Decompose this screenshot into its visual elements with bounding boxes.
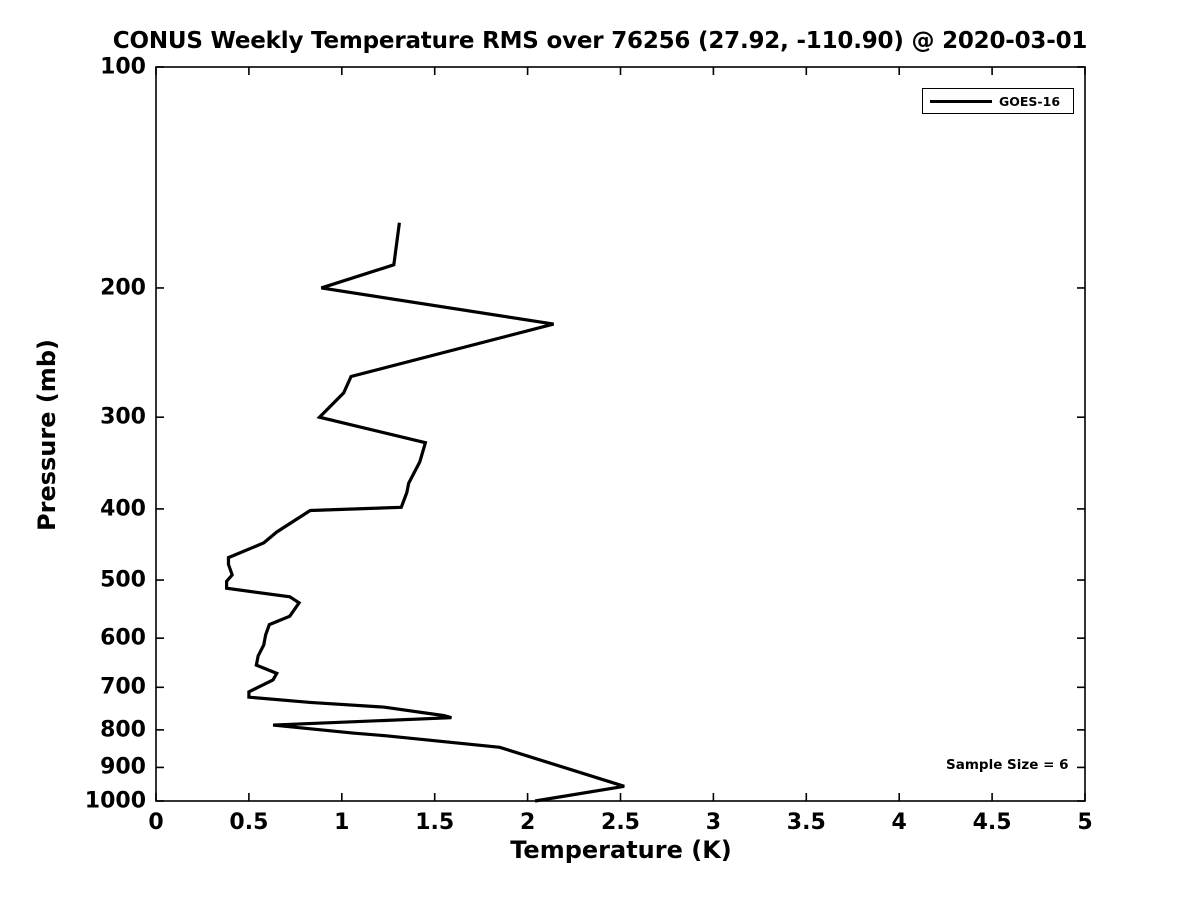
y-tick-label: 400 <box>100 496 146 522</box>
chart-legend: GOES-16 <box>922 88 1074 114</box>
y-tick-label: 900 <box>100 754 146 780</box>
y-tick-label: 300 <box>100 404 146 430</box>
y-tick-label: 100 <box>100 54 146 80</box>
legend-line-swatch <box>930 99 992 103</box>
x-tick-label: 3 <box>705 810 722 835</box>
x-tick-label: 5 <box>1077 810 1093 835</box>
x-tick-label: 0 <box>148 810 164 835</box>
x-tick-label: 3.5 <box>786 810 826 835</box>
sample-size-annotation: Sample Size = 6 <box>946 757 1069 773</box>
x-tick-label: 2.5 <box>601 810 640 835</box>
x-axis-label: Temperature (K) <box>510 836 732 864</box>
x-tick-label: 0.5 <box>229 810 269 835</box>
y-tick-label: 600 <box>100 625 146 651</box>
x-tick-label: 1 <box>334 810 350 835</box>
axes-frame <box>155 66 1086 802</box>
y-tick-label: 700 <box>100 674 146 700</box>
y-tick-label: 800 <box>100 717 146 743</box>
y-tick-label: 500 <box>100 567 146 593</box>
x-tick-label: 4.5 <box>972 810 1012 835</box>
legend-label-goes16: GOES-16 <box>999 93 1061 109</box>
chart-title: CONUS Weekly Temperature RMS over 76256 … <box>112 28 1088 54</box>
y-tick-label: 1000 <box>84 788 146 814</box>
x-tick-label: 2 <box>519 810 536 835</box>
y-tick-label: 200 <box>100 275 146 301</box>
x-tick-label: 4 <box>891 810 907 835</box>
data-series-group <box>225 222 625 803</box>
x-tick-label: 1.5 <box>415 810 455 835</box>
y-axis-label: Pressure (mb) <box>33 339 61 531</box>
tick-marks <box>155 66 1086 802</box>
